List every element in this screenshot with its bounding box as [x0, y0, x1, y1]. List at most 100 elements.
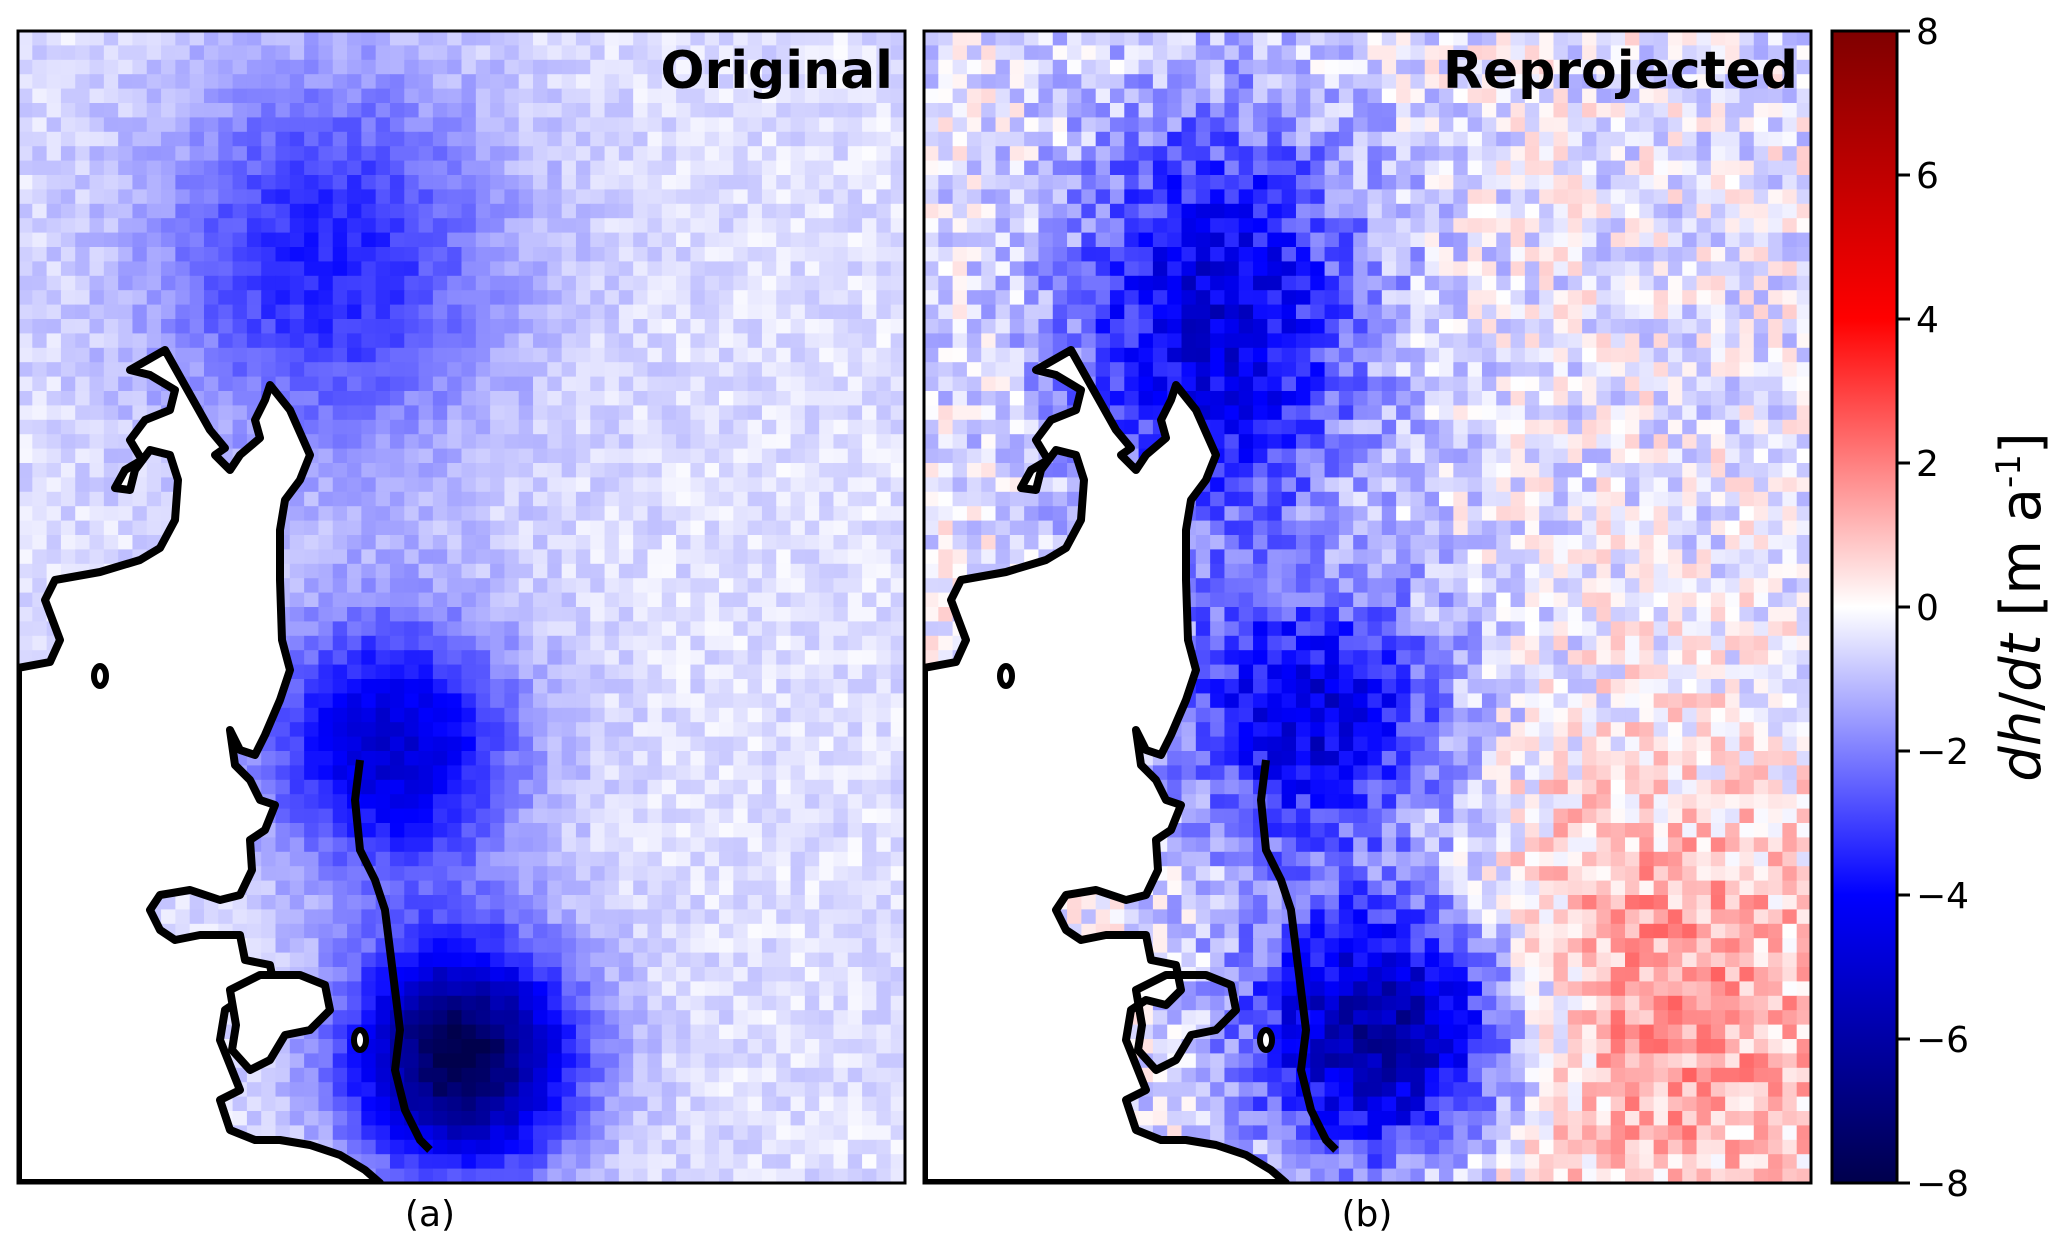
heatmap-cell: [547, 45, 563, 61]
heatmap-cell: [175, 304, 191, 320]
heatmap-cell: [332, 1096, 348, 1112]
heatmap-cell: [461, 218, 477, 234]
heatmap-cell: [332, 146, 348, 162]
heatmap-cell: [175, 319, 191, 334]
heatmap-cell: [733, 866, 749, 882]
heatmap-cell: [604, 506, 620, 522]
heatmap-cell: [590, 520, 606, 536]
heatmap-cell: [604, 794, 620, 810]
heatmap-cell: [676, 491, 692, 507]
heatmap-cell: [804, 31, 820, 46]
heatmap-cell: [676, 722, 692, 738]
heatmap-cell: [18, 520, 33, 536]
heatmap-cell: [461, 722, 477, 738]
heatmap-cell: [504, 607, 520, 622]
heatmap-cell: [876, 707, 892, 723]
heatmap-cell: [561, 851, 577, 867]
heatmap-cell: [618, 650, 634, 666]
heatmap-cell: [118, 160, 134, 176]
heatmap-cell: [633, 59, 649, 75]
heatmap-cell: [575, 664, 591, 680]
heatmap-cell: [432, 938, 448, 954]
heatmap-cell: [490, 74, 506, 90]
heatmap-cell: [647, 751, 663, 766]
heatmap-cell: [103, 419, 119, 435]
heatmap-cell: [719, 290, 734, 306]
heatmap-cell: [761, 131, 777, 147]
heatmap-cell: [375, 319, 391, 334]
heatmap-cell: [1281, 31, 1297, 46]
heatmap-cell: [347, 405, 362, 421]
heatmap-cell: [561, 607, 577, 622]
heatmap-cell: [819, 491, 835, 507]
heatmap-cell: [575, 463, 591, 478]
heatmap-cell: [490, 880, 506, 896]
heatmap-cell: [618, 967, 634, 982]
heatmap-cell: [304, 477, 320, 493]
heatmap-cell: [719, 851, 734, 867]
heatmap-cell: [361, 837, 377, 853]
heatmap-cell: [804, 1111, 820, 1126]
heatmap-cell: [332, 578, 348, 594]
heatmap-cell: [289, 866, 305, 882]
heatmap-cell: [347, 1096, 362, 1112]
heatmap-cell: [89, 463, 105, 478]
heatmap-cell: [761, 837, 777, 853]
heatmap-cell: [461, 261, 477, 277]
heatmap-cell: [676, 275, 692, 291]
heatmap-cell: [547, 909, 563, 925]
heatmap-cell: [561, 304, 577, 320]
heatmap-cell: [89, 376, 105, 392]
heatmap-cell: [833, 275, 849, 291]
heatmap-cell: [118, 203, 134, 219]
heatmap-cell: [890, 621, 905, 637]
heatmap-cell: [304, 938, 320, 954]
heatmap-cell: [747, 203, 763, 219]
heatmap-cell: [547, 506, 563, 522]
heatmap-cell: [704, 765, 720, 781]
heatmap-cell: [690, 160, 706, 176]
heatmap-cell: [575, 319, 591, 334]
heatmap-cell: [461, 506, 477, 522]
heatmap-cell: [876, 981, 892, 997]
heatmap-cell: [418, 405, 434, 421]
heatmap-cell: [404, 895, 420, 910]
heatmap-cell: [590, 247, 606, 262]
heatmap-cell: [633, 45, 649, 61]
heatmap-cell: [819, 506, 835, 522]
heatmap-cell: [475, 304, 491, 320]
heatmap-cell: [75, 304, 91, 320]
heatmap-cell: [862, 189, 877, 205]
heatmap-cell: [332, 131, 348, 147]
heatmap-cell: [790, 1082, 806, 1098]
heatmap-cell: [432, 866, 448, 882]
heatmap-cell: [289, 1067, 305, 1083]
heatmap-cell: [804, 131, 820, 147]
heatmap-cell: [833, 419, 849, 435]
heatmap-cell: [418, 563, 434, 579]
heatmap-cell: [289, 592, 305, 608]
heatmap-cell: [776, 1067, 792, 1083]
heatmap-cell: [533, 1053, 548, 1069]
heatmap-cell: [304, 549, 320, 565]
heatmap-cell: [833, 635, 849, 651]
heatmap-cell: [719, 347, 734, 363]
heatmap-cell: [490, 808, 506, 824]
heatmap-cell: [146, 59, 162, 75]
heatmap-cell: [633, 967, 649, 982]
heatmap-cell: [690, 261, 706, 277]
heatmap-cell: [733, 664, 749, 680]
heatmap-cell: [275, 218, 291, 234]
heatmap-cell: [876, 434, 892, 450]
heatmap-cell: [533, 995, 548, 1011]
heatmap-cell: [876, 491, 892, 507]
heatmap-cell: [747, 275, 763, 291]
heatmap-cell: [575, 520, 591, 536]
heatmap-cell: [647, 1168, 663, 1183]
heatmap-cell: [633, 1067, 649, 1083]
heatmap-cell: [733, 131, 749, 147]
heatmap-cell: [819, 635, 835, 651]
heatmap-cell: [952, 31, 968, 46]
heatmap-cell: [790, 275, 806, 291]
heatmap-cell: [776, 549, 792, 565]
